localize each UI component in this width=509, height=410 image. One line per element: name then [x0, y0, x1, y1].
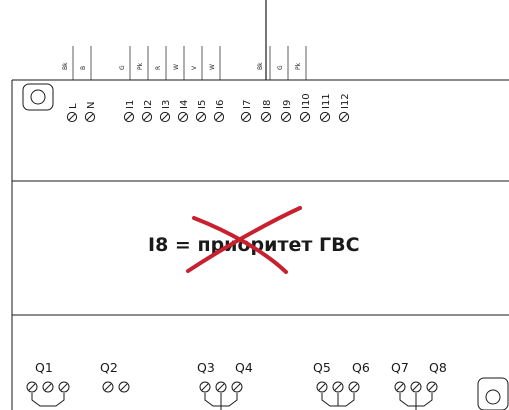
terminal-label-i1: I1: [125, 100, 136, 109]
terminal-label-i10: I10: [301, 93, 312, 109]
screw-terminal: [141, 111, 153, 123]
terminal-label-l: L: [68, 103, 79, 109]
screw-terminal: [123, 111, 135, 123]
screw-terminal: [348, 381, 360, 393]
input-terminal-labels: L N I1 I2 I3 I4 I5 I6 I7 I8 I9 I10 I11 I…: [68, 93, 351, 109]
wire-label: Pk: [137, 62, 144, 70]
jumper-q1: [31, 393, 65, 407]
mounting-hole-top: [22, 83, 54, 111]
screw-terminal: [280, 111, 292, 123]
wire-label: Bk: [257, 62, 264, 70]
screw-terminal: [426, 381, 438, 393]
wire-label: Pk: [295, 62, 302, 70]
terminal-label-i8: I8: [262, 100, 273, 109]
wire-label: W: [209, 64, 216, 70]
screw-terminal: [118, 381, 130, 393]
screw-terminal: [42, 381, 54, 393]
wire-label: R: [155, 66, 162, 70]
screw-terminal: [394, 381, 406, 393]
note-rest: оритет ГВС: [238, 234, 360, 256]
wire-color-row: [72, 46, 307, 80]
strike-cross: [186, 206, 302, 274]
wire-label: G: [277, 65, 284, 70]
i8-note: I8 = приоритет ГВС: [148, 234, 360, 256]
screw-terminal: [66, 111, 78, 123]
device-housing: [11, 79, 509, 410]
wire-label: B: [80, 66, 87, 70]
screw-terminal: [195, 111, 207, 123]
terminal-label-n: N: [86, 102, 97, 109]
mounting-hole-bottom-circle: [485, 389, 501, 405]
output-labels: Q1 Q2 Q3 Q4 Q5 Q6 Q7 Q8: [35, 360, 447, 375]
screw-terminal: [410, 381, 422, 393]
screw-terminal: [177, 111, 189, 123]
screw-terminal: [319, 111, 331, 123]
screw-terminal: [260, 111, 272, 123]
terminal-label-i4: I4: [179, 100, 190, 109]
terminal-label-i2: I2: [143, 100, 154, 109]
wire-label: Bk: [62, 62, 69, 70]
wire-label: G: [119, 65, 126, 70]
terminal-label-i12: I12: [340, 93, 351, 109]
screw-terminal: [199, 381, 211, 393]
terminal-label-i3: I3: [161, 100, 172, 109]
output-jumpers: [31, 393, 433, 410]
note-prefix: I8 =: [148, 234, 197, 256]
note-struck: при: [197, 234, 237, 256]
wire-color-labels: Bk B G Pk R W V W Bk G Pk: [62, 62, 302, 70]
screw-terminal: [338, 111, 350, 123]
terminal-label-i5: I5: [197, 100, 208, 109]
output-label-q6: Q6: [352, 360, 370, 375]
screw-terminal: [231, 381, 243, 393]
screw-terminal: [26, 381, 38, 393]
screw-terminal: [332, 381, 344, 393]
output-label-q1: Q1: [35, 360, 53, 375]
screw-terminal: [299, 111, 311, 123]
terminal-label-i11: I11: [321, 93, 332, 109]
terminal-label-i7: I7: [242, 100, 253, 109]
mounting-hole-bottom: [477, 377, 509, 410]
screw-terminal: [102, 381, 114, 393]
output-label-q8: Q8: [429, 360, 447, 375]
screw-terminal: [240, 111, 252, 123]
output-screw-terminals: [26, 381, 438, 393]
wire-label: V: [191, 65, 198, 70]
input-screw-terminals: [66, 111, 350, 123]
output-label-q4: Q4: [235, 360, 253, 375]
mounting-hole-top-circle: [30, 89, 46, 105]
terminal-label-i9: I9: [282, 100, 293, 109]
output-label-q7: Q7: [391, 360, 409, 375]
output-label-q3: Q3: [197, 360, 215, 375]
screw-terminal: [159, 111, 171, 123]
screw-terminal: [58, 381, 70, 393]
screw-terminal: [84, 111, 96, 123]
screw-terminal: [213, 111, 225, 123]
wire-label: W: [173, 64, 180, 70]
screw-terminal: [316, 381, 328, 393]
screw-terminal: [215, 381, 227, 393]
output-label-q5: Q5: [313, 360, 331, 375]
output-label-q2: Q2: [100, 360, 118, 375]
terminal-label-i6: I6: [215, 100, 226, 109]
